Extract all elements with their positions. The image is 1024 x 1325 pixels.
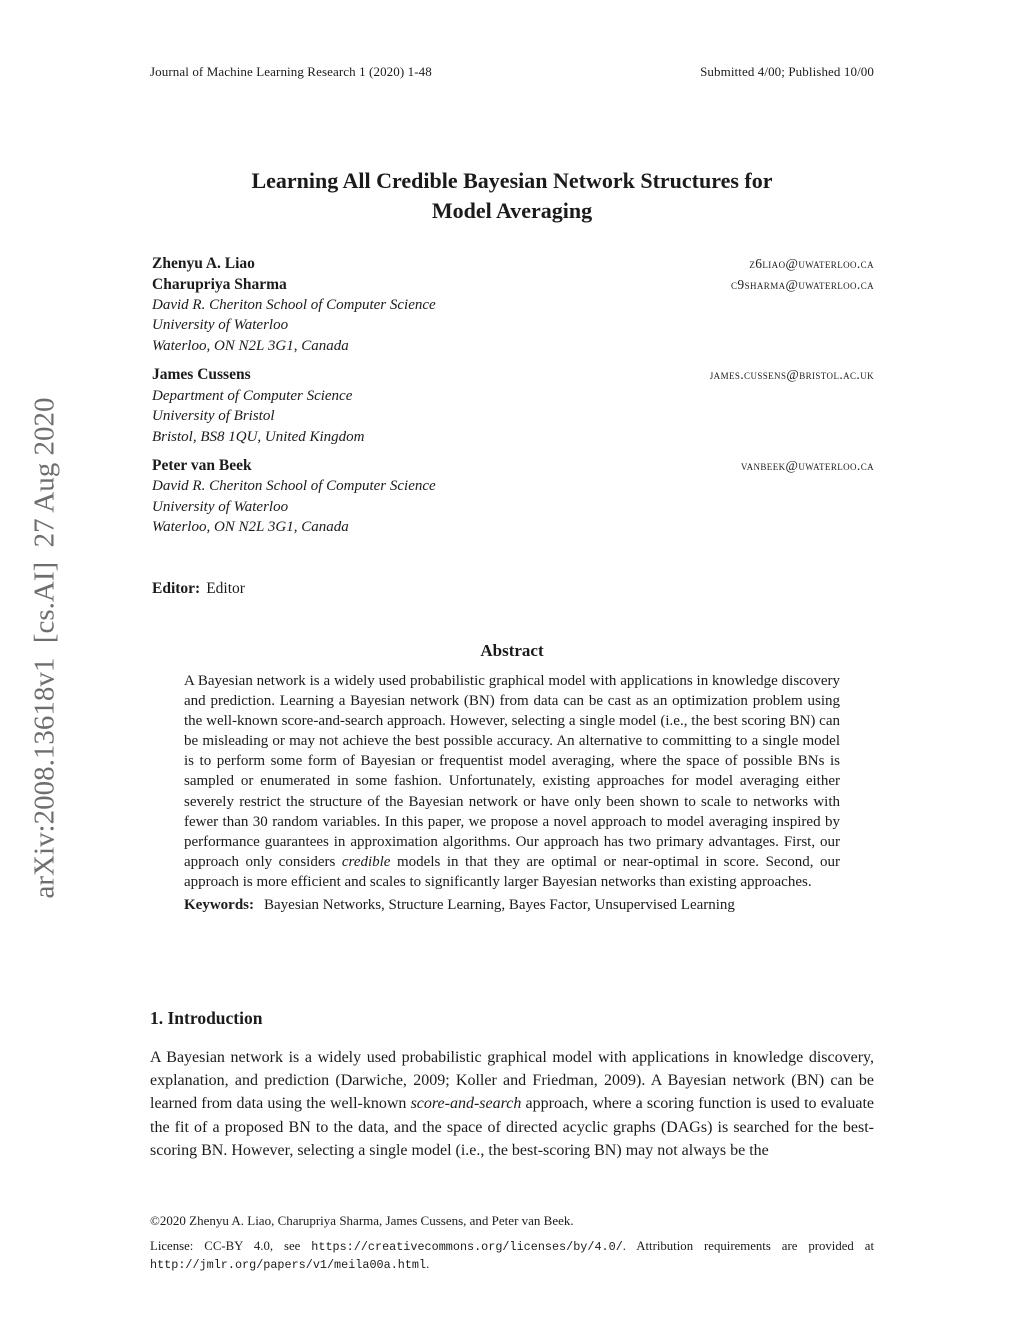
- abstract-emphasis-credible: credible: [341, 853, 391, 870]
- license-text-part1: License: CC-BY 4.0, see: [150, 1239, 312, 1253]
- journal-reference: Journal of Machine Learning Research 1 (…: [150, 64, 432, 79]
- paper-title-line1: Learning All Credible Bayesian Network S…: [251, 168, 773, 193]
- editor-line: Editor: Editor: [152, 580, 245, 598]
- author-affiliation-line: University of Bristol: [152, 408, 275, 425]
- abstract-text-part1: A Bayesian network is a widely used prob…: [184, 673, 840, 870]
- author-email: c9sharma@uwaterloo.ca: [731, 276, 874, 292]
- author-block-waterloo-2: Peter van Beek vanbeek@uwaterloo.ca Davi…: [152, 456, 874, 538]
- author-name: Zhenyu A. Liao: [152, 255, 255, 272]
- author-affiliation-line: David R. Cheriton School of Computer Sci…: [152, 297, 436, 313]
- authors-section: Zhenyu A. Liao z6liao@uwaterloo.ca Charu…: [152, 254, 874, 547]
- license-url-jmlr[interactable]: http://jmlr.org/papers/v1/meila00a.html: [150, 1258, 427, 1272]
- introduction-paragraph: A Bayesian network is a widely used prob…: [150, 1046, 874, 1162]
- author-name: Peter van Beek: [152, 456, 252, 474]
- intro-text-part1: A Bayesian network is a widely used prob…: [150, 1049, 874, 1113]
- author-row: Zhenyu A. Liao z6liao@uwaterloo.ca: [152, 254, 874, 275]
- abstract-body: A Bayesian network is a widely used prob…: [184, 671, 840, 892]
- paper-title-line2: Model Averaging: [431, 198, 593, 223]
- keywords-label: Keywords:: [184, 897, 254, 914]
- author-name: Charupriya Sharma: [152, 275, 287, 293]
- author-name: James Cussens: [152, 366, 251, 384]
- intro-emphasis-score-and-search: score-and-search: [410, 1095, 522, 1113]
- author-block-bristol: James Cussens james.cussens@bristol.ac.u…: [152, 365, 874, 447]
- submission-dates: Submitted 4/00; Published 10/00: [700, 64, 874, 79]
- author-email: vanbeek@uwaterloo.ca: [740, 457, 874, 473]
- author-row: Charupriya Sharma c9sharma@uwaterloo.ca: [152, 275, 874, 296]
- arxiv-stamp: arXiv:2008.13618v1 [cs.AI] 27 Aug 2020: [28, 397, 61, 899]
- author-email: z6liao@uwaterloo.ca: [749, 256, 874, 271]
- author-affiliation-line: Department of Computer Science: [152, 387, 353, 404]
- abstract-text-part2: models in that they are optimal or near-…: [184, 853, 841, 890]
- license-text-part2: . Attribution requirements are provided …: [622, 1239, 874, 1253]
- editor-label: Editor:: [152, 580, 201, 597]
- editor-name: Editor: [206, 580, 245, 597]
- paper-title: Learning All Credible Bayesian Network S…: [0, 166, 1024, 226]
- introduction-section: 1. Introduction A Bayesian network is a …: [150, 1006, 874, 1162]
- license-line: License: CC-BY 4.0, see https://creative…: [150, 1238, 874, 1274]
- keywords-list: Bayesian Networks, Structure Learning, B…: [264, 897, 735, 914]
- keywords-line: Keywords: Bayesian Networks, Structure Le…: [184, 895, 840, 915]
- author-affiliation-line: Waterloo, ON N2L 3G1, Canada: [152, 337, 349, 354]
- abstract-heading: Abstract: [480, 641, 544, 660]
- abstract-section: Abstract A Bayesian network is a widely …: [184, 640, 840, 915]
- author-affiliation-line: University of Waterloo: [152, 317, 289, 334]
- author-affiliation-line: Bristol, BS8 1QU, United Kingdom: [152, 428, 365, 445]
- author-affiliation-line: Waterloo, ON N2L 3G1, Canada: [152, 519, 349, 536]
- running-header: Journal of Machine Learning Research 1 (…: [150, 64, 874, 80]
- author-row: Peter van Beek vanbeek@uwaterloo.ca: [152, 456, 874, 477]
- author-email: james.cussens@bristol.ac.uk: [709, 367, 874, 383]
- section-heading-introduction: 1. Introduction: [150, 1008, 263, 1028]
- page-footer: ©2020 Zhenyu A. Liao, Charupriya Sharma,…: [150, 1212, 874, 1274]
- author-block-waterloo-1: Zhenyu A. Liao z6liao@uwaterloo.ca Charu…: [152, 254, 874, 356]
- license-text-part3: .: [426, 1257, 430, 1271]
- author-affiliation-line: University of Waterloo: [152, 498, 289, 515]
- intro-text-part2: approach, where a scoring function is us…: [150, 1095, 874, 1159]
- author-row: James Cussens james.cussens@bristol.ac.u…: [152, 365, 874, 386]
- author-affiliation-line: David R. Cheriton School of Computer Sci…: [152, 478, 436, 495]
- license-url-creativecommons[interactable]: https://creativecommons.org/licenses/by/…: [311, 1240, 623, 1254]
- copyright-line: ©2020 Zhenyu A. Liao, Charupriya Sharma,…: [150, 1213, 574, 1228]
